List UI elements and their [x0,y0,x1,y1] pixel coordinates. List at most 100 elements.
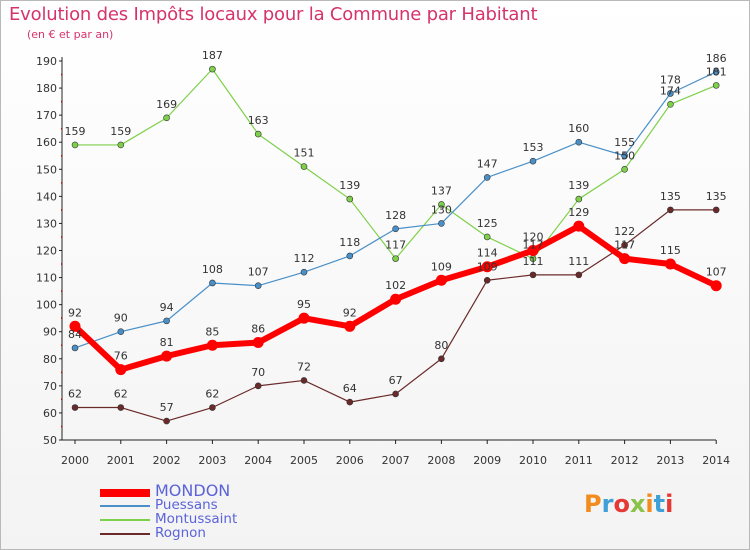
legend-label: Montussaint [155,511,238,527]
data-point [712,82,720,89]
data-label: 187 [202,49,223,62]
data-point [117,328,125,336]
data-point [254,282,262,289]
data-point [529,157,537,165]
data-label: 120 [523,231,544,244]
data-point [71,404,79,411]
x-tick-label: 2003 [198,454,226,467]
data-label: 92 [68,306,82,319]
x-tick-label: 2012 [611,454,639,467]
data-label: 118 [339,236,360,249]
data-label: 109 [431,260,452,273]
data-label: 122 [614,225,635,238]
legend-label: Puessans [155,497,218,513]
x-tick-label: 2004 [244,454,272,467]
y-tick-label: 150 [36,163,57,176]
data-label: 160 [568,122,589,135]
data-label: 57 [160,401,174,414]
data-point [667,206,674,214]
data-label: 159 [110,125,131,138]
data-label: 153 [523,141,544,154]
legend-swatch [100,489,150,497]
data-point [117,141,125,149]
data-point [483,233,491,241]
chart-title: Evolution des Impôts locaux pour la Comm… [9,4,538,25]
data-point [392,390,399,398]
data-label: 85 [205,325,219,338]
data-point [392,255,399,262]
data-point [481,261,493,273]
x-tick-label: 2006 [336,454,364,467]
data-point [163,317,170,325]
legend-item: MONDON [100,481,400,500]
data-label: 90 [114,312,128,325]
data-point [346,252,354,260]
y-tick-label: 130 [36,217,57,230]
data-label: 114 [477,247,498,260]
y-tick-label: 50 [43,434,57,447]
data-point [71,344,79,352]
data-label: 137 [431,184,452,197]
data-point [527,245,539,256]
data-point [346,398,354,406]
data-point [667,101,674,108]
data-point [298,312,310,324]
data-point [300,163,308,170]
data-label: 135 [706,190,727,203]
data-label: 128 [385,209,406,222]
data-label: 181 [706,65,727,78]
data-label: 67 [389,374,403,387]
data-label: 117 [523,239,544,252]
data-point [575,138,583,146]
data-point [300,377,308,384]
data-point [115,364,127,376]
data-label: 178 [660,73,681,86]
y-tick-label: 80 [43,353,57,366]
data-label: 129 [568,206,589,219]
data-point [254,130,262,138]
data-point [619,253,631,265]
y-tick-label: 160 [36,136,57,149]
data-label: 84 [68,328,82,341]
data-label: 109 [477,260,498,273]
data-label: 115 [660,244,681,257]
data-point [483,174,491,181]
data-label: 117 [385,239,406,252]
data-point [483,276,491,284]
brand-logo: Proxiti [584,490,674,518]
data-point [667,90,674,97]
data-point [344,320,356,332]
data-label: 81 [160,336,174,349]
data-point [573,220,585,232]
legend-label: MONDON [155,481,231,500]
data-label: 163 [248,114,269,127]
data-point [206,339,218,351]
data-label: 107 [706,266,727,279]
y-tick-label: 180 [36,82,57,95]
data-label: 62 [114,388,128,401]
legend-item: Puessans [100,497,400,513]
data-label: 80 [434,339,448,352]
y-tick-label: 60 [43,407,57,420]
legend-item: Montussaint [100,511,400,527]
data-point [117,404,125,411]
legend-label: Rognon [155,525,206,541]
x-tick-label: 2005 [290,454,318,467]
legend-swatch [100,505,150,507]
chart-axes: 50 60 70 80 90 100 110 120 130 140 150 160 170 180 190… [36,55,730,467]
legend-item: Rognon [100,525,400,541]
data-point [712,68,720,76]
data-label: 62 [205,388,219,401]
data-point [575,271,583,279]
x-tick-label: 2009 [473,454,501,467]
data-label: 76 [114,350,128,363]
data-label: 135 [660,190,681,203]
data-label: 108 [202,263,223,276]
legend-swatch [100,519,150,521]
data-label: 186 [706,52,727,65]
data-label: 95 [297,298,311,311]
data-label: 150 [614,149,635,162]
data-point [575,195,583,203]
data-label: 139 [568,179,589,192]
y-tick-label: 140 [36,190,57,203]
